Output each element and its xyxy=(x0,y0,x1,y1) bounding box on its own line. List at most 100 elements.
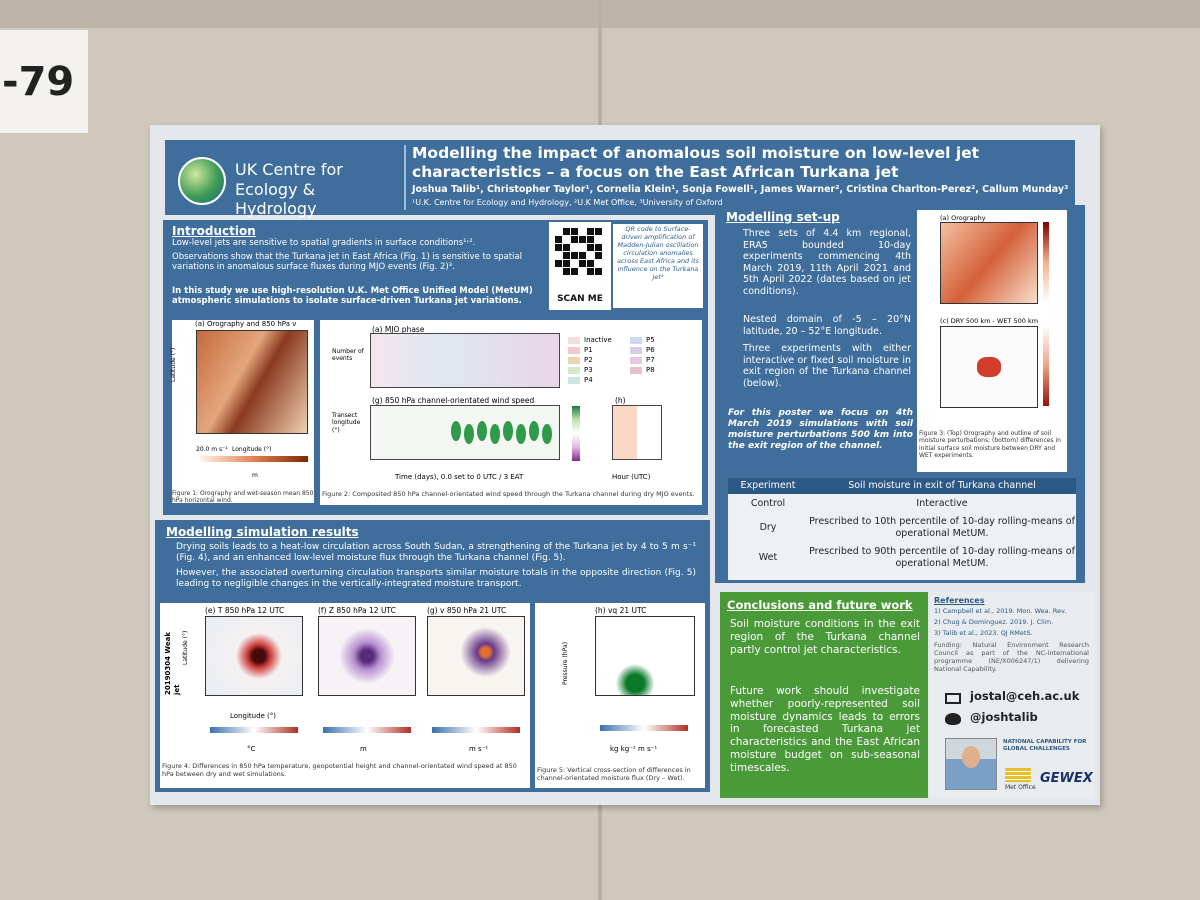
photo-face xyxy=(962,746,980,768)
funding: Funding: Natural Environment Research Co… xyxy=(934,641,1089,673)
wind-blob xyxy=(464,424,474,444)
table-header: Soil moisture in exit of Turkana channel xyxy=(848,480,1036,491)
table-cell: Control xyxy=(750,498,786,509)
panel-title: (h) xyxy=(615,396,626,405)
legend-swatch xyxy=(568,337,580,344)
table-cell: Dry xyxy=(759,522,777,533)
figure-caption: Figure 1: Orography and wet-season mean … xyxy=(172,490,314,505)
section-heading: Introduction xyxy=(172,224,256,238)
panel-title: (a) Orography xyxy=(940,214,986,222)
reference: 1) Campbell et al., 2019. Mon. Wea. Rev. xyxy=(934,607,1067,615)
logo-text: NATIONAL CAPABILITY FOR GLOBAL CHALLENGE… xyxy=(1003,739,1087,752)
panel-title: (g) v 850 hPa 21 UTC xyxy=(427,606,507,615)
qr-cell xyxy=(571,268,578,275)
legend-label: P2 xyxy=(584,356,593,364)
qr-cell xyxy=(587,260,594,267)
anomaly xyxy=(977,357,1001,377)
colorbar xyxy=(210,727,298,733)
legend-swatch xyxy=(568,367,580,374)
table-cell: Interactive xyxy=(916,498,968,509)
map xyxy=(940,326,1038,408)
panel-title: (f) Z 850 hPa 12 UTC xyxy=(318,606,396,615)
qr-cell xyxy=(571,236,578,243)
qr-code xyxy=(549,222,611,310)
qr-cell xyxy=(555,244,562,251)
legend-label: P8 xyxy=(646,366,655,374)
qr-cell xyxy=(587,228,594,235)
header-divider xyxy=(404,145,406,210)
bullet: However, the associated overturning circ… xyxy=(176,568,696,589)
legend-label: P7 xyxy=(646,356,655,364)
qr-cell xyxy=(595,252,602,259)
qr-cell xyxy=(563,260,570,267)
map xyxy=(196,330,308,434)
qr-note-box xyxy=(613,224,703,308)
axis-label: Pressure (hPa) xyxy=(562,641,569,685)
table-body xyxy=(728,494,1076,580)
map xyxy=(205,616,303,696)
panel-title: (e) T 850 hPa 12 UTC xyxy=(205,606,285,615)
figure-caption: Figure 4: Differences in 850 hPa tempera… xyxy=(162,762,517,778)
legend-label: P6 xyxy=(646,346,655,354)
figure-caption: Figure 3: (Top) Orography and outline of… xyxy=(919,430,1061,459)
conclusions-box xyxy=(720,592,928,798)
reference: 2) Chug & Dominguez. 2019. J. Clim. xyxy=(934,618,1054,626)
mail-icon xyxy=(945,693,961,704)
scale-label: 20.0 m s⁻¹ xyxy=(196,446,228,453)
qr-cell xyxy=(595,244,602,251)
bullet: Observations show that the Turkana jet i… xyxy=(172,252,522,273)
row-label: 20190304 Weak jet xyxy=(164,632,181,695)
table-header-row xyxy=(728,478,1076,494)
qr-cell xyxy=(595,268,602,275)
email: jostal@ceh.ac.uk xyxy=(970,689,1080,703)
qr-label: SCAN ME xyxy=(557,294,603,304)
bullet: Three experiments with either interactiv… xyxy=(743,343,911,389)
colorbar-unit: m xyxy=(360,745,367,753)
qr-cell xyxy=(555,236,562,243)
figure-caption: Figure 2: Composited 850 hPa channel-ori… xyxy=(322,490,695,498)
legend-swatch xyxy=(568,347,580,354)
axis-label: Number of events xyxy=(332,348,364,363)
panel-title: (a) MJO phase xyxy=(372,325,425,334)
qr-cell xyxy=(571,252,578,259)
paragraph: Future work should investigate whether p… xyxy=(730,685,920,774)
colorbar xyxy=(572,406,580,461)
twitter-icon xyxy=(945,713,961,725)
axis-label: Longitude (°) xyxy=(230,712,277,720)
twitter: @joshtalib xyxy=(970,710,1038,724)
axis-label: Longitude (°) xyxy=(232,446,272,453)
axis-label: Latitude (°) xyxy=(170,347,177,382)
colorbar xyxy=(1043,222,1049,302)
summary: In this study we use high-resolution U.K… xyxy=(172,286,533,307)
legend-swatch xyxy=(568,377,580,384)
colorbar-unit: kg kg⁻¹ m s⁻¹ xyxy=(610,745,658,753)
board-label: -79 xyxy=(2,59,75,105)
section-heading: References xyxy=(934,596,985,605)
table-cell: Prescribed to 10th percentile of 10-day … xyxy=(809,516,1075,539)
qr-cell xyxy=(555,260,562,267)
table-header: Experiment xyxy=(740,480,796,491)
colorbar xyxy=(432,727,520,733)
wind-blob xyxy=(529,421,539,441)
table-cell: Prescribed to 90th percentile of 10-day … xyxy=(809,546,1075,569)
legend-label: Inactive xyxy=(584,336,612,344)
colorbar-unit: m s⁻¹ xyxy=(469,745,489,753)
qr-cell xyxy=(571,228,578,235)
colorbar-unit: °C xyxy=(247,745,256,753)
logo-text: Met Office xyxy=(1005,784,1036,791)
panel-title: (a) Orography and 850 hPa v xyxy=(195,320,297,328)
focus-text: For this poster we focus on 4th March 20… xyxy=(728,408,913,451)
plot-area xyxy=(370,405,560,460)
paragraph: Soil moisture conditions in the exit reg… xyxy=(730,618,920,656)
map xyxy=(427,616,525,696)
logo-text: GEWEX xyxy=(1040,771,1093,786)
axis-label: Hour (UTC) xyxy=(612,473,651,481)
legend-label: P4 xyxy=(584,376,593,384)
legend-swatch xyxy=(630,357,642,364)
section-heading: Conclusions and future work xyxy=(727,598,913,612)
wind-blob xyxy=(477,421,487,441)
legend-label: P5 xyxy=(646,336,655,344)
legend-swatch xyxy=(630,337,642,344)
